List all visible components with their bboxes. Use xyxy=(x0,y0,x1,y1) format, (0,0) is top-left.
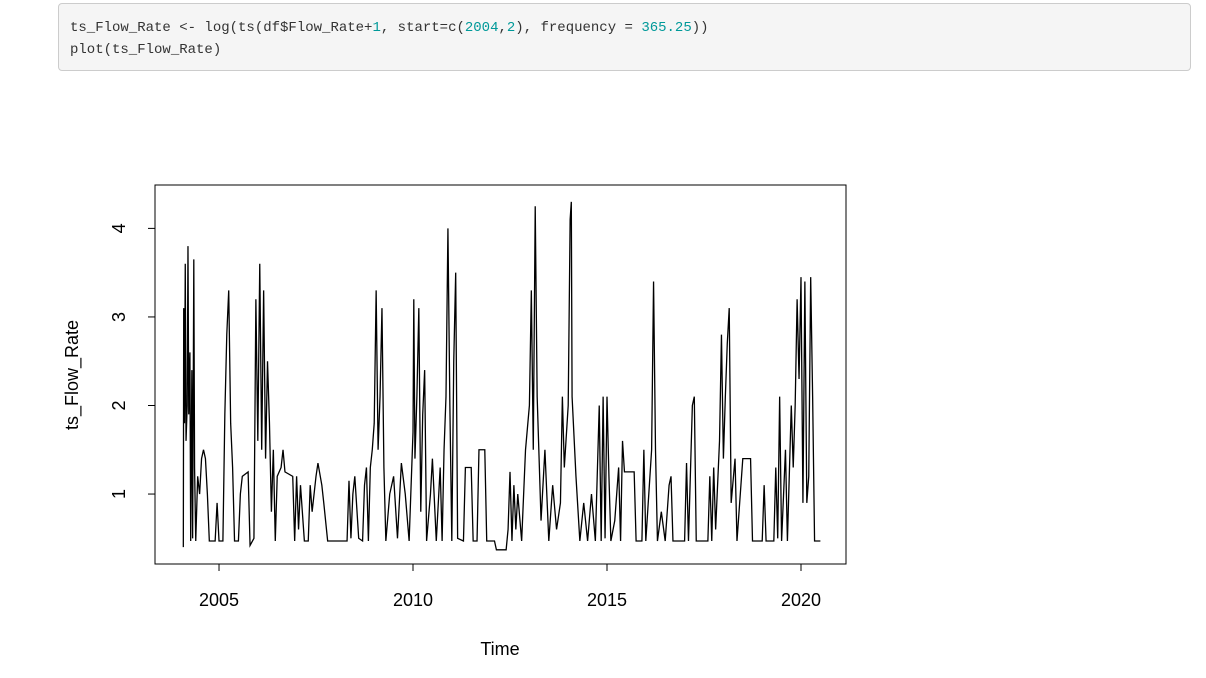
code-token: )) xyxy=(691,20,709,36)
code-token: 1 xyxy=(372,20,381,36)
series-line xyxy=(182,201,821,551)
code-token: 2 xyxy=(506,20,516,36)
x-tick-label: 2015 xyxy=(587,590,627,610)
code-token: plot(ts_Flow_Rate) xyxy=(70,42,222,58)
y-tick-label: 3 xyxy=(109,312,129,322)
x-tick-label: 2020 xyxy=(781,590,821,610)
code-block: ts_Flow_Rate <- log(ts(df$Flow_Rate+1, s… xyxy=(58,3,1191,71)
y-tick-label: 1 xyxy=(109,489,129,499)
y-tick-label: 4 xyxy=(109,223,129,233)
y-tick-label: 2 xyxy=(109,400,129,410)
code-token: , xyxy=(498,20,507,36)
x-tick-label: 2005 xyxy=(199,590,239,610)
y-axis-label: ts_Flow_Rate xyxy=(62,320,83,430)
code-token: 365.25 xyxy=(641,20,692,36)
x-tick-label: 2010 xyxy=(393,590,433,610)
code-token: ), frequency = xyxy=(515,20,642,36)
code-token: ts_Flow_Rate <- log(ts(df$Flow_Rate+ xyxy=(70,20,373,36)
code-line: plot(ts_Flow_Rate) xyxy=(70,39,1179,61)
x-axis-label: Time xyxy=(480,639,519,659)
code-token: 2004 xyxy=(464,20,499,36)
code-line: ts_Flow_Rate <- log(ts(df$Flow_Rate+1, s… xyxy=(70,17,1179,39)
code-token: , start=c( xyxy=(380,20,465,36)
